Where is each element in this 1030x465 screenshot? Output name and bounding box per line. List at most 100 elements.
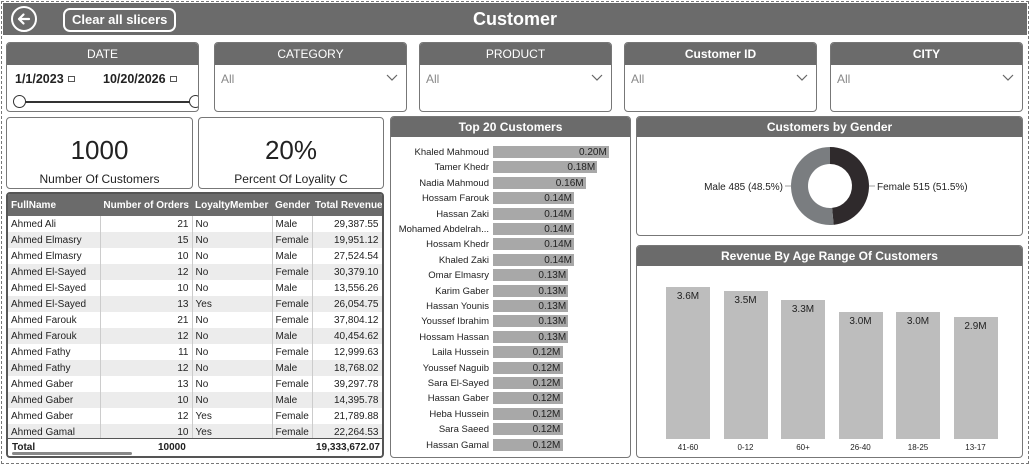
bar-row[interactable]: Laila Hussein 0.12M xyxy=(391,345,630,360)
bar[interactable] xyxy=(493,146,609,158)
bar[interactable] xyxy=(493,300,569,312)
table-row[interactable]: Ahmed Fathy 11 No Female 12,999.63 xyxy=(8,344,382,360)
table-row[interactable]: Ahmed Gaber 12 Yes Female 21,789.88 xyxy=(8,408,382,424)
date-range-start-handle[interactable] xyxy=(12,95,26,108)
table-row[interactable]: Ahmed Farouk 12 No Male 40,454.62 xyxy=(8,328,382,344)
product-slicer: PRODUCT All xyxy=(419,42,612,112)
bar-row[interactable]: Tamer Khedr 0.18M xyxy=(391,160,630,175)
column-bar[interactable] xyxy=(781,299,825,439)
table-row[interactable]: Ahmed El-Sayed 10 No Male 13,556.26 xyxy=(8,280,382,296)
calendar-icon[interactable] xyxy=(67,75,75,82)
clear-all-slicers-button[interactable]: Clear all slicers xyxy=(63,8,177,32)
bar[interactable] xyxy=(493,438,563,451)
bar[interactable] xyxy=(493,315,569,328)
bar-category-label: Tamer Khedr xyxy=(434,162,489,174)
table-row[interactable]: Ahmed Fathy 12 No Male 18,768.02 xyxy=(8,360,382,376)
bar-row[interactable]: Sara Saeed 0.12M xyxy=(391,422,630,437)
product-dropdown[interactable]: All xyxy=(426,69,605,89)
column-header-loyalty[interactable]: LoyaltyMember xyxy=(192,194,272,216)
cell-loyalty: Yes xyxy=(192,408,273,424)
date-slicer: DATE 1/1/2023 10/20/2026 xyxy=(6,42,199,112)
bar[interactable] xyxy=(493,392,563,405)
date-range-track xyxy=(19,101,195,103)
bar[interactable] xyxy=(493,176,586,189)
table-row[interactable]: Ahmed Elmasry 10 No Male 27,524.54 xyxy=(8,248,382,264)
customer-id-dropdown[interactable]: All xyxy=(631,69,810,89)
bar-row[interactable]: Sara El-Sayed 0.12M xyxy=(391,376,630,391)
bar-row[interactable]: Hossam Khedr 0.14M xyxy=(391,237,630,252)
bar[interactable] xyxy=(493,223,575,235)
bar[interactable] xyxy=(493,330,569,343)
donut-slice-male[interactable] xyxy=(830,147,870,225)
table-row[interactable]: Ahmed Ali 21 No Male 29,387.55 xyxy=(8,216,382,232)
cell-gender: Female xyxy=(272,264,313,280)
calendar-icon[interactable] xyxy=(169,75,177,82)
cell-revenue: 29,387.55 xyxy=(312,216,382,232)
cell-fullname: Ahmed Ali xyxy=(8,216,101,232)
column-bar[interactable] xyxy=(896,312,940,439)
bar-row[interactable]: Khaled Zaki 0.14M xyxy=(391,253,630,268)
category-dropdown[interactable]: All xyxy=(221,69,400,89)
cell-revenue: 12,999.63 xyxy=(312,344,382,360)
cell-loyalty: No xyxy=(192,216,273,232)
bar[interactable] xyxy=(493,269,569,282)
start-date-input[interactable]: 1/1/2023 xyxy=(15,69,75,89)
bar[interactable] xyxy=(493,192,575,205)
date-range-end-handle[interactable] xyxy=(188,95,198,108)
cell-orders: 10 xyxy=(100,424,193,440)
bar-row[interactable]: Nadia Mahmoud 0.16M xyxy=(391,176,630,191)
column-header-fullname[interactable]: FullName xyxy=(8,194,100,216)
table-row[interactable]: Ahmed El-Sayed 13 Yes Female 26,054.75 xyxy=(8,296,382,312)
gender-title: Customers by Gender xyxy=(637,117,1022,137)
bar[interactable] xyxy=(493,407,563,420)
table-row[interactable]: Ahmed Gaber 10 No Male 14,395.78 xyxy=(8,392,382,408)
cell-fullname: Ahmed Farouk xyxy=(8,312,101,328)
bar[interactable] xyxy=(493,284,569,297)
column-bar[interactable] xyxy=(838,312,883,439)
bar-row[interactable]: Hassan Zaki 0.14M xyxy=(391,207,630,222)
bar-row[interactable]: Omar Elmasry 0.13M xyxy=(391,268,630,283)
column-bar[interactable] xyxy=(723,291,768,439)
table-row[interactable]: Ahmed Gaber 13 No Female 39,297.78 xyxy=(8,376,382,392)
bar[interactable] xyxy=(493,161,598,174)
column-header-gender[interactable]: Gender xyxy=(272,194,312,216)
bar-row[interactable]: Hassan Gamal 0.12M xyxy=(391,438,630,453)
donut-slice-female[interactable] xyxy=(791,147,834,225)
table-row[interactable]: Ahmed El-Sayed 12 No Female 30,379.10 xyxy=(8,264,382,280)
bar[interactable] xyxy=(493,361,563,374)
bar-row[interactable]: Hassan Younis 0.13M xyxy=(391,299,630,314)
bar[interactable] xyxy=(493,377,563,389)
bar-row[interactable]: Mohamed Abdelrah... 0.14M xyxy=(391,222,630,237)
column-bar[interactable] xyxy=(666,287,710,439)
bar-row[interactable]: Karim Gaber 0.13M xyxy=(391,284,630,299)
product-dropdown-value: All xyxy=(426,72,440,86)
table-row[interactable]: Ahmed Elmasry 15 No Female 19,951.12 xyxy=(8,232,382,248)
bar[interactable] xyxy=(493,423,563,436)
bar[interactable] xyxy=(493,238,575,251)
column-bar[interactable] xyxy=(953,316,998,439)
column-header-orders[interactable]: Number of Orders xyxy=(100,194,192,216)
bar-category-label: Hossam Hassan xyxy=(419,331,489,343)
table-row[interactable]: Ahmed Gamal 10 Yes Female 22,264.53 xyxy=(8,424,382,440)
bar-value-label: 0.14M xyxy=(544,193,572,205)
city-dropdown[interactable]: All xyxy=(837,69,1016,89)
loyalty-percent-card: 20% Percent Of Loyality C xyxy=(198,117,384,189)
table-row[interactable]: Ahmed Farouk 21 No Female 37,804.12 xyxy=(8,312,382,328)
back-button[interactable] xyxy=(11,6,37,32)
cell-fullname: Ahmed Elmasry xyxy=(8,248,101,264)
bar-row[interactable]: Khaled Mahmoud 0.20M xyxy=(391,145,630,160)
bar-row[interactable]: Heba Hussein 0.12M xyxy=(391,407,630,422)
cell-gender: Male xyxy=(272,216,313,232)
end-date-input[interactable]: 10/20/2026 xyxy=(103,69,177,89)
column-header-revenue[interactable]: Total Revenue xyxy=(312,194,382,216)
bar[interactable] xyxy=(493,253,575,266)
bar-row[interactable]: Hossam Farouk 0.14M xyxy=(391,191,630,206)
bar-row[interactable]: Youssef Ibrahim 0.13M xyxy=(391,314,630,329)
bar-row[interactable]: Hassan Gaber 0.12M xyxy=(391,391,630,406)
cell-orders: 13 xyxy=(100,376,193,392)
bar[interactable] xyxy=(493,207,575,220)
bar[interactable] xyxy=(493,346,563,359)
horizontal-scrollbar[interactable] xyxy=(12,452,132,455)
bar-row[interactable]: Hossam Hassan 0.13M xyxy=(391,330,630,345)
bar-row[interactable]: Youssef Naguib 0.12M xyxy=(391,361,630,376)
